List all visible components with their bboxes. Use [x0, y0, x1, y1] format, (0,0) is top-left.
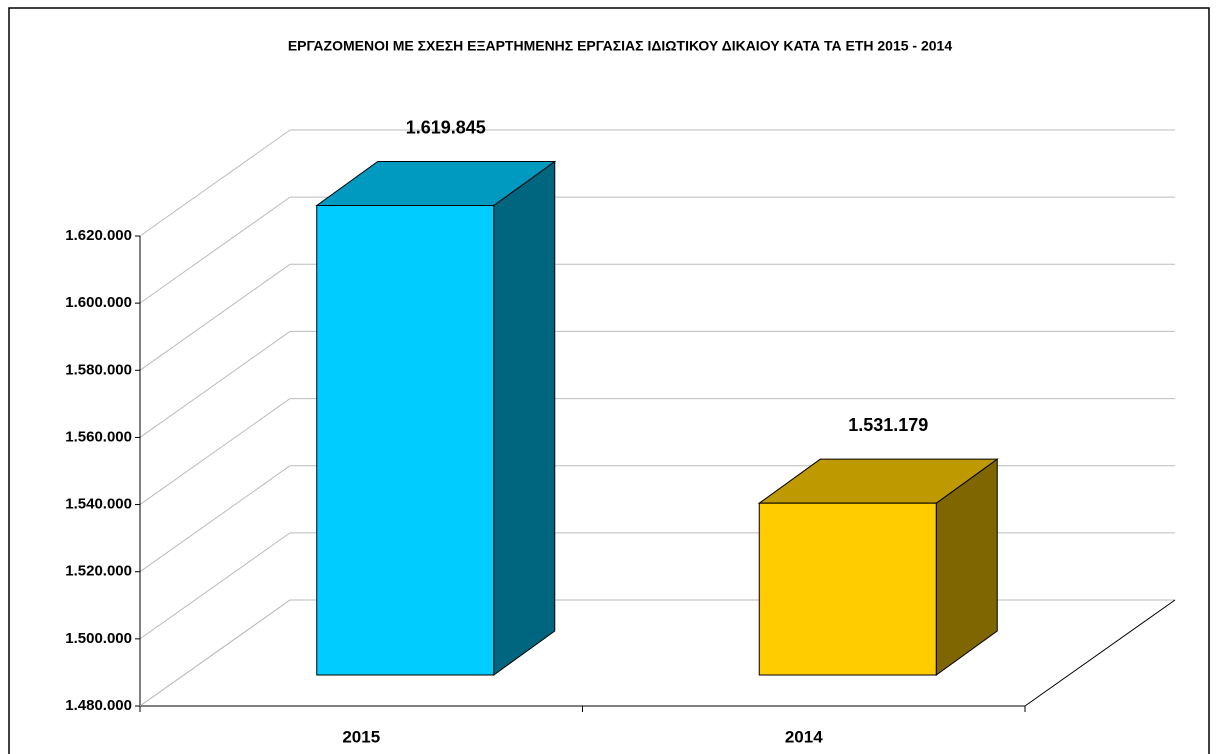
bar-side	[493, 160, 556, 676]
y-tick-label: 1.500.000	[65, 630, 132, 647]
floor-edge	[1024, 599, 1176, 707]
grid-line	[139, 129, 291, 237]
bar	[758, 502, 937, 676]
grid-line	[139, 465, 291, 573]
y-tick-label: 1.520.000	[65, 563, 132, 580]
y-tick-label: 1.580.000	[65, 361, 132, 378]
grid-line	[139, 331, 291, 438]
y-tick-label: 1.480.000	[65, 697, 132, 714]
grid-line	[139, 263, 291, 371]
floor-edge	[139, 599, 291, 707]
y-tick-label: 1.560.000	[65, 428, 132, 445]
grid-line	[139, 196, 291, 304]
y-tick-label: 1.540.000	[65, 496, 132, 513]
bar	[316, 205, 495, 676]
y-tick-label: 1.620.000	[65, 227, 132, 244]
y-tick-label: 1.600.000	[65, 294, 132, 311]
x-tick-label: 2014	[785, 727, 823, 746]
grid-line	[139, 398, 291, 505]
value-label: 1.531.179	[848, 415, 928, 435]
grid-line	[139, 532, 291, 640]
chart-title: ΕΡΓΑΖΟΜΕΝΟΙ ΜΕ ΣΧΕΣΗ ΕΞΑΡΤΗΜΕΝΗΣ ΕΡΓΑΣΙΑ…	[288, 38, 952, 54]
value-label: 1.619.845	[406, 117, 486, 137]
chart-border	[8, 7, 1210, 754]
x-tick-label: 2015	[342, 727, 380, 746]
